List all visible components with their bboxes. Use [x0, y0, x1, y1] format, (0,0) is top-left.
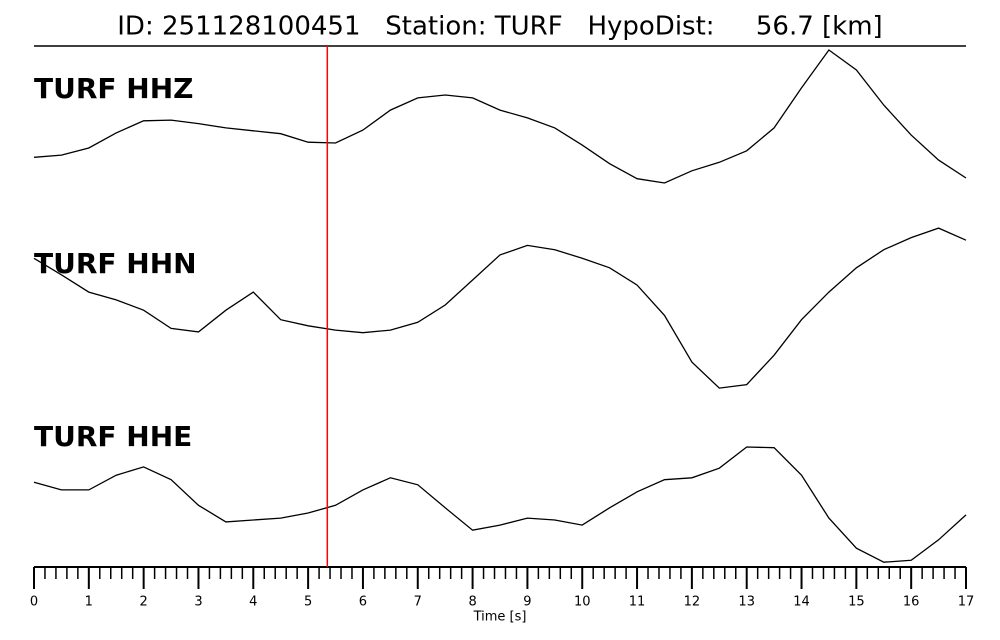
x-tick-label: 9: [523, 595, 531, 610]
waveform: [33, 227, 967, 389]
x-tick-label: 6: [359, 595, 367, 610]
trace-label: TURF HHZ: [34, 72, 193, 105]
chart-title: ID: 251128100451 Station: TURF HypoDist:…: [117, 12, 882, 42]
trace-label: TURF HHN: [34, 247, 197, 280]
x-tick-label: 12: [684, 595, 701, 610]
waveform: [33, 446, 967, 563]
x-tick-label: 5: [304, 595, 312, 610]
x-tick-label: 7: [414, 595, 422, 610]
x-tick-label: 8: [468, 595, 476, 610]
x-tick-label: 3: [194, 595, 202, 610]
x-tick-label: 4: [249, 595, 257, 610]
x-tick-label: 2: [140, 595, 148, 610]
trace-label: TURF HHE: [34, 420, 192, 453]
x-tick-label: 1: [85, 595, 93, 610]
waveform: [33, 49, 967, 184]
x-tick-label: 14: [793, 595, 810, 610]
x-tick-label: 10: [574, 595, 591, 610]
x-tick-label: 13: [738, 595, 755, 610]
x-tick-label: 0: [30, 595, 38, 610]
x-tick-label: 11: [629, 595, 646, 610]
x-tick-label: 16: [903, 595, 920, 610]
x-tick-label: 15: [848, 595, 865, 610]
x-axis-label: Time [s]: [473, 610, 527, 625]
x-tick-label: 17: [958, 595, 975, 610]
